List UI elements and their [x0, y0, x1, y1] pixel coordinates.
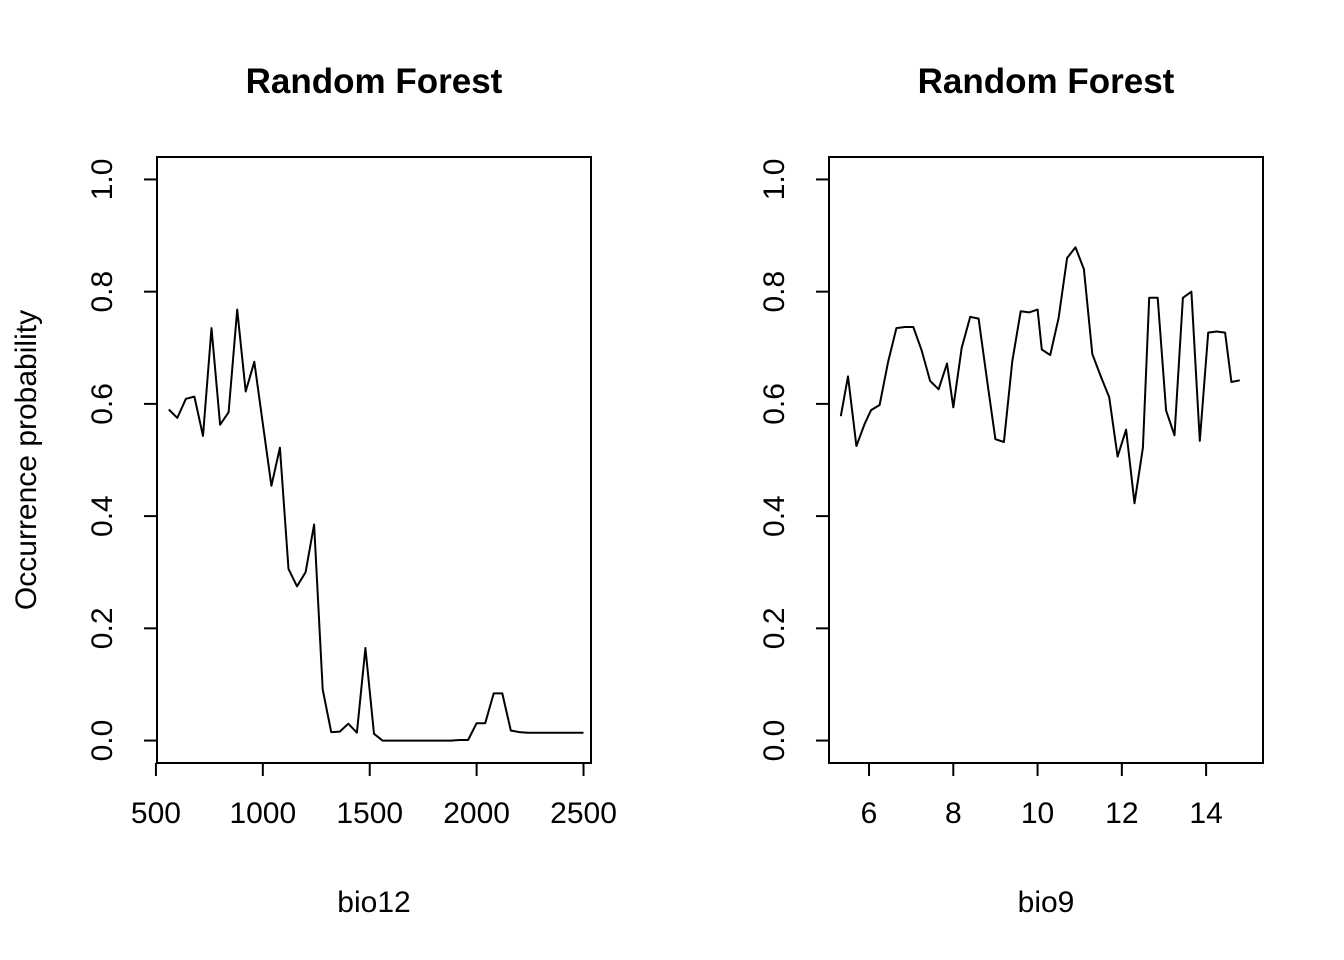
- panel-bio9: Random Forest 6 8 10 12 14 0.0 0.2 0.4 0.6 0.8 1.…: [758, 62, 1264, 919]
- x-axis-label: bio9: [1018, 886, 1075, 919]
- y-axis: 0.0 0.2 0.4 0.6 0.8 1.0: [758, 159, 830, 762]
- y-tick-label: 0.4: [86, 495, 119, 537]
- y-tick-label: 0.0: [86, 720, 119, 762]
- x-tick-label: 10: [1021, 797, 1054, 830]
- y-tick-label: 0.0: [758, 720, 791, 762]
- x-axis-label: bio12: [337, 886, 410, 919]
- y-tick-label: 0.4: [758, 495, 791, 537]
- x-axis: 6 8 10 12 14: [861, 762, 1223, 830]
- y-tick-label: 0.8: [758, 271, 791, 313]
- x-tick-label: 2000: [443, 797, 510, 830]
- y-tick-label: 0.2: [86, 607, 119, 649]
- x-tick-label: 6: [861, 797, 878, 830]
- x-tick-label: 2500: [550, 797, 617, 830]
- line-series: [168, 308, 584, 742]
- x-axis: 500 1000 1500 2000 2500: [131, 762, 617, 830]
- chart-title: Random Forest: [918, 62, 1175, 101]
- x-tick-label: 12: [1105, 797, 1138, 830]
- y-tick-label: 0.8: [86, 271, 119, 313]
- plot-frame: [156, 156, 592, 764]
- y-tick-label: 0.6: [86, 383, 119, 425]
- y-tick-label: 1.0: [758, 159, 791, 201]
- y-tick-label: 0.6: [758, 383, 791, 425]
- x-tick-label: 8: [945, 797, 962, 830]
- chart-title: Random Forest: [246, 62, 503, 101]
- y-tick-label: 1.0: [86, 159, 119, 201]
- x-tick-label: 14: [1189, 797, 1222, 830]
- x-tick-label: 500: [131, 797, 181, 830]
- y-axis-label: Occurrence probability: [10, 310, 43, 610]
- x-tick-label: 1000: [229, 797, 296, 830]
- series-line: [168, 308, 584, 742]
- x-tick-label: 1500: [336, 797, 403, 830]
- plot-frame: [828, 156, 1264, 764]
- line-series: [839, 246, 1240, 505]
- panel-bio12: Random Forest 500 1000 1500 2000 2500 0.0 0.2…: [10, 62, 617, 919]
- series-line: [839, 246, 1240, 505]
- y-axis: 0.0 0.2 0.4 0.6 0.8 1.0: [86, 159, 158, 762]
- y-tick-label: 0.2: [758, 607, 791, 649]
